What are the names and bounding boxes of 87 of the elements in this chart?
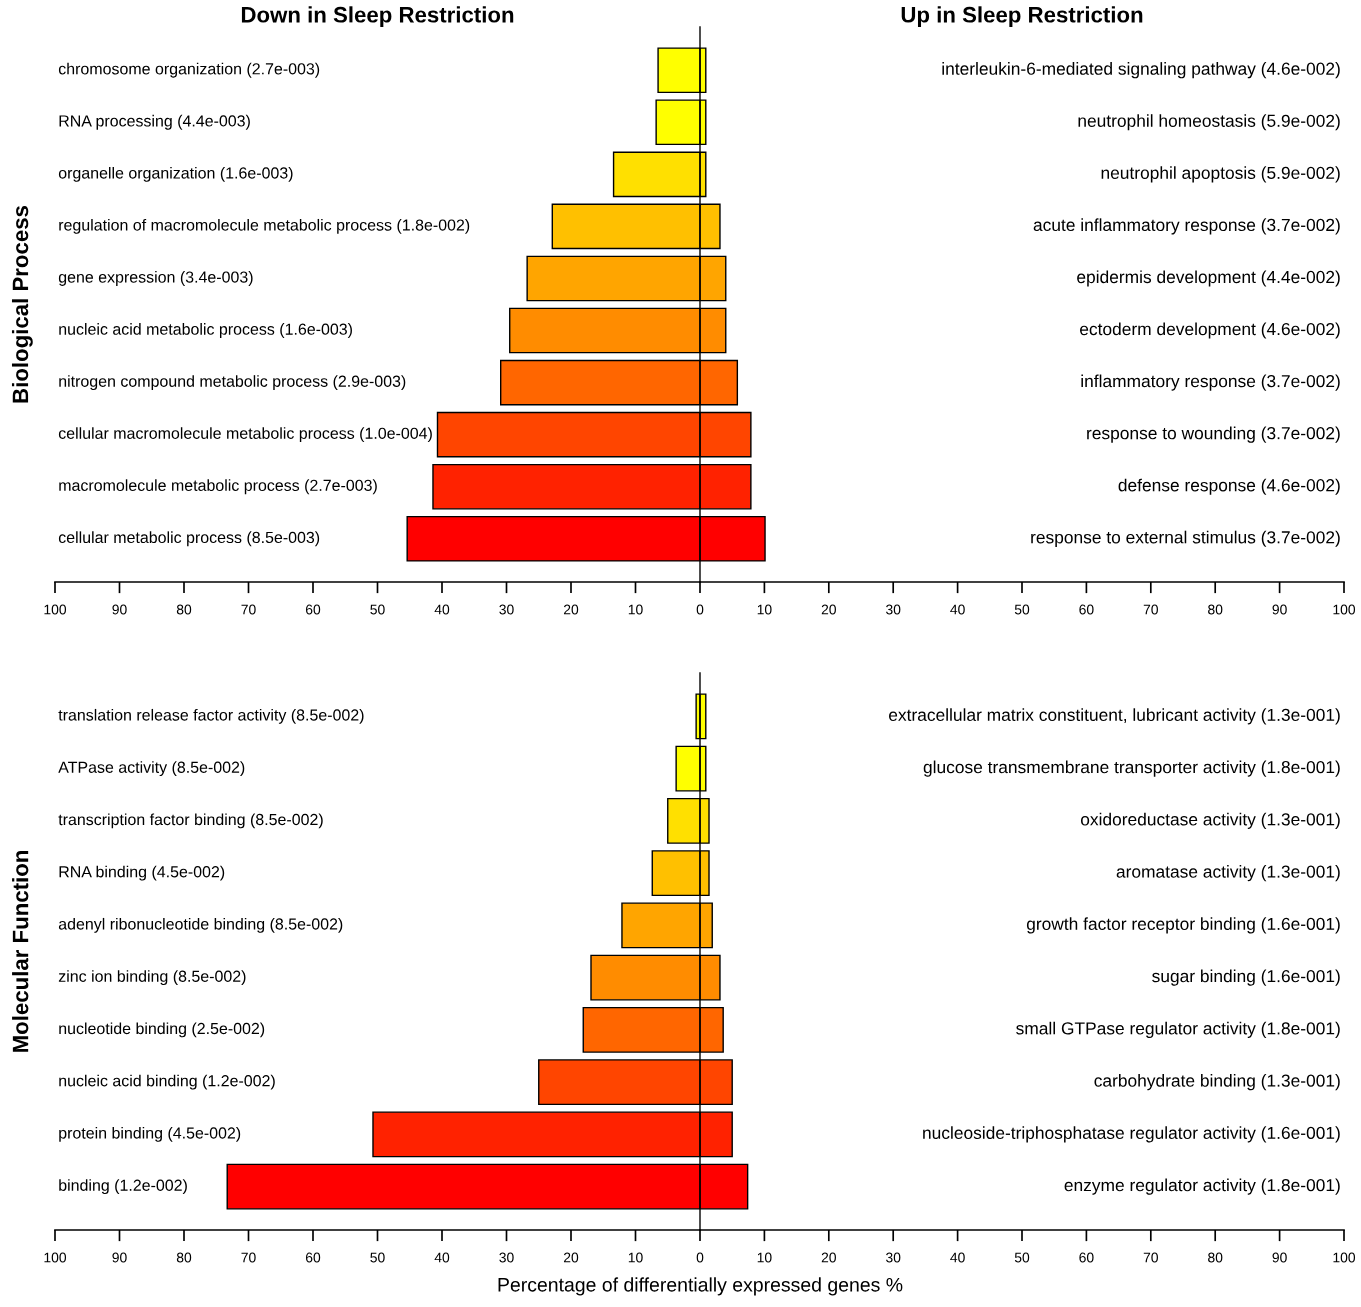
x-tick-label: 80 <box>176 604 192 615</box>
x-tick-label: 90 <box>1272 604 1287 615</box>
y-tick-label: regulation of macromolecule metabolic process (1.8e-002) <box>59 218 470 234</box>
x-tick-label: 50 <box>1014 604 1030 615</box>
y-tick-label: epidermis development (4.4e-002) <box>1077 270 1340 287</box>
x-tick-label: 60 <box>1079 1252 1094 1263</box>
y-axis-title: Molecular Function <box>12 851 29 1052</box>
y-tick-label: transcription factor binding (8.5e-002) <box>58 813 323 829</box>
x-tick-label: 70 <box>241 1252 256 1263</box>
x-tick-label: 10 <box>757 604 772 615</box>
y-tick-label: macromolecule metabolic process (2.7e-003) <box>59 479 377 495</box>
x-tick-label: 90 <box>112 1252 127 1263</box>
x-tick-label: 80 <box>1208 1252 1223 1263</box>
y-tick-label: binding (1.2e-002) <box>59 1179 187 1195</box>
y-tick-label: ATPase activity (8.5e-002) <box>58 761 245 777</box>
x-tick-label: 30 <box>886 604 901 615</box>
x-tick-label: 70 <box>241 604 256 615</box>
y-tick-label: acute inflammatory response (3.7e-002) <box>1033 218 1340 235</box>
x-tick-label: 50 <box>370 604 385 615</box>
x-tick-label: 40 <box>434 1252 450 1263</box>
y-tick-label: RNA binding (4.5e-002) <box>59 865 225 881</box>
y-tick-label: protein binding (4.5e-002) <box>59 1126 241 1142</box>
y-tick-label: small GTPase regulator activity (1.8e-001) <box>1016 1021 1340 1038</box>
y-tick-label: nucleic acid binding (1.2e-002) <box>59 1074 275 1090</box>
y-tick-label: neutrophil homeostasis (5.9e-002) <box>1078 114 1340 131</box>
x-tick-label: 100 <box>1333 1252 1356 1263</box>
y-tick-label: nitrogen compound metabolic process (2.9e-003) <box>59 375 406 391</box>
x-tick-label: 0 <box>696 604 704 615</box>
x-tick-label: 80 <box>176 1252 192 1263</box>
y-tick-label: ectoderm development (4.6e-002) <box>1080 322 1340 339</box>
x-tick-label: 60 <box>305 1252 321 1263</box>
y-tick-label: sugar binding (1.6e-001) <box>1152 969 1340 986</box>
x-tick-label: 100 <box>44 604 67 615</box>
y-tick-label: RNA processing (4.4e-003) <box>59 114 250 130</box>
y-tick-label: interleukin-6-mediated signaling pathway (4.6e-002) <box>942 62 1340 79</box>
y-tick-label: enzyme regulator activity (1.8e-001) <box>1064 1178 1340 1195</box>
x-tick-label: 10 <box>628 604 643 615</box>
x-tick-label: 90 <box>1272 1252 1287 1263</box>
chart-title: Up in Sleep Restriction <box>901 6 1143 27</box>
y-tick-label: carbohydrate binding (1.3e-001) <box>1094 1074 1340 1091</box>
y-tick-label: response to wounding (3.7e-002) <box>1087 426 1340 443</box>
x-tick-label: 40 <box>434 604 450 615</box>
y-tick-label: translation release factor activity (8.5e-002) <box>58 708 364 724</box>
x-tick-label: 100 <box>1333 604 1356 615</box>
y-tick-label: defense response (4.6e-002) <box>1118 478 1340 495</box>
y-tick-label: cellular metabolic process (8.5e-003) <box>58 531 320 547</box>
x-tick-label: 30 <box>499 1252 514 1263</box>
chart-title: Down in Sleep Restriction <box>241 6 514 27</box>
y-tick-label: cellular macromolecule metabolic process (1.0e-004) <box>58 427 432 443</box>
y-tick-label: response to external stimulus (3.7e-002) <box>1031 530 1340 547</box>
y-tick-label: oxidoreductase activity (1.3e-001) <box>1080 812 1340 829</box>
x-tick-label: 30 <box>886 1252 901 1263</box>
x-tick-label: 10 <box>628 1252 643 1263</box>
x-tick-label: 40 <box>950 604 965 615</box>
y-tick-label: nucleic acid metabolic process (1.6e-003) <box>59 323 352 338</box>
y-axis-title: Biological Process <box>11 205 33 403</box>
y-tick-label: glucose transmembrane transporter activity (1.8e-001) <box>923 760 1340 777</box>
y-tick-label: adenyl ribonucleotide binding (8.5e-002) <box>58 917 343 933</box>
x-tick-label: 70 <box>1143 604 1158 615</box>
x-tick-label: 80 <box>1208 604 1223 615</box>
y-tick-label: zinc ion binding (8.5e-002) <box>58 970 246 986</box>
x-tick-label: 60 <box>1079 604 1094 615</box>
x-tick-label: 70 <box>1143 1252 1158 1263</box>
y-tick-label: growth factor receptor binding (1.6e-001) <box>1026 917 1340 934</box>
y-tick-label: extracellular matrix constituent, lubricant activity (1.3e-001) <box>889 708 1340 725</box>
x-tick-label: 0 <box>696 1252 704 1263</box>
y-tick-label: inflammatory response (3.7e-002) <box>1081 374 1340 391</box>
x-tick-label: 40 <box>950 1252 965 1263</box>
x-tick-label: 50 <box>370 1252 385 1263</box>
x-tick-label: 20 <box>563 1252 579 1263</box>
x-tick-label: 60 <box>305 604 321 615</box>
y-tick-label: neutrophil apoptosis (5.9e-002) <box>1101 166 1340 183</box>
x-tick-label: 20 <box>563 604 579 615</box>
y-tick-label: gene expression (3.4e-003) <box>58 271 253 286</box>
y-tick-label: chromosome organization (2.7e-003) <box>58 62 320 78</box>
x-tick-label: 10 <box>757 1252 772 1263</box>
x-tick-label: 50 <box>1014 1252 1030 1263</box>
x-tick-label: 20 <box>821 1252 836 1263</box>
x-tick-label: 100 <box>44 1252 67 1263</box>
y-tick-label: organelle organization (1.6e-003) <box>58 166 293 182</box>
y-tick-label: nucleotide binding (2.5e-002) <box>59 1022 265 1038</box>
x-tick-label: 90 <box>112 604 127 615</box>
y-tick-label: nucleoside-triphosphatase regulator activity (1.6e-001) <box>923 1126 1340 1143</box>
x-axis-title: Percentage of differentially expressed genes % <box>498 1277 903 1296</box>
x-tick-label: 30 <box>499 604 514 615</box>
x-tick-label: 20 <box>821 604 836 615</box>
y-tick-label: aromatase activity (1.3e-001) <box>1116 865 1340 882</box>
